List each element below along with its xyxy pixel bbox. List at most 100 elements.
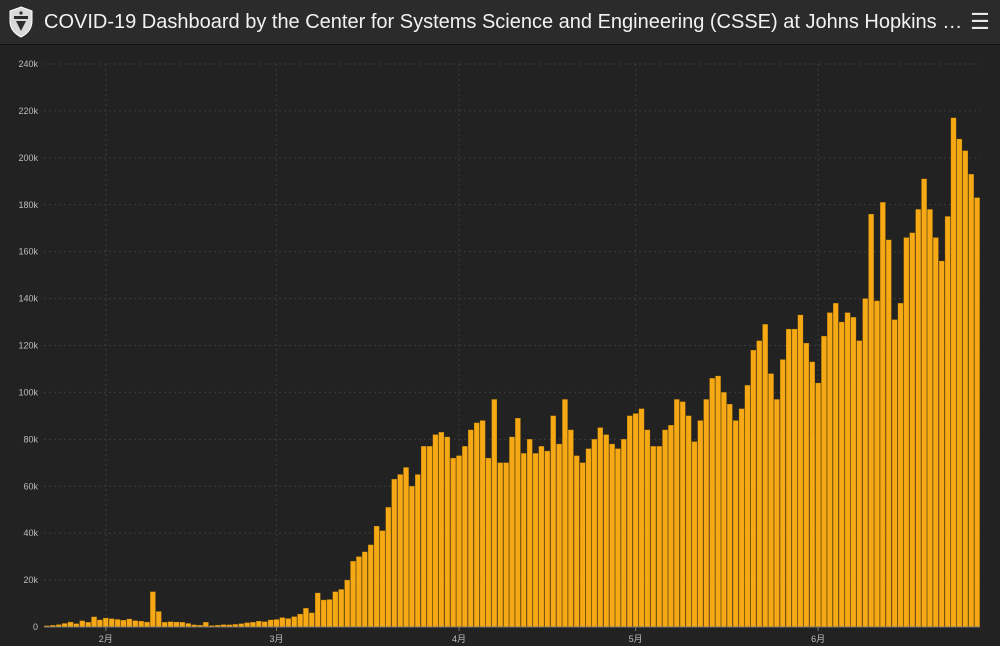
chart-bar[interactable] — [503, 462, 509, 628]
chart-bar[interactable] — [891, 319, 898, 628]
chart-bar[interactable] — [150, 591, 156, 628]
chart-bar[interactable] — [85, 622, 91, 628]
chart-bar[interactable] — [856, 340, 863, 628]
chart-bar[interactable] — [674, 399, 680, 628]
chart-bar[interactable] — [391, 479, 397, 628]
chart-bar[interactable] — [421, 446, 427, 628]
chart-bar[interactable] — [250, 622, 256, 628]
chart-bar[interactable] — [185, 623, 191, 628]
chart-bar[interactable] — [144, 621, 150, 628]
chart-bar[interactable] — [627, 415, 633, 628]
chart-bar[interactable] — [161, 622, 168, 628]
chart-bar[interactable] — [703, 399, 709, 628]
chart-bar[interactable] — [762, 324, 768, 628]
chart-bar[interactable] — [727, 403, 733, 628]
chart-bar[interactable] — [385, 507, 392, 628]
chart-bar[interactable] — [61, 623, 68, 628]
chart-bar[interactable] — [368, 544, 374, 628]
chart-bar[interactable] — [868, 213, 874, 628]
chart-bar[interactable] — [609, 443, 615, 628]
chart-bar[interactable] — [579, 462, 586, 628]
chart-bar[interactable] — [403, 467, 409, 628]
chart-bar[interactable] — [526, 439, 533, 628]
chart-bar[interactable] — [515, 418, 521, 628]
chart-bar[interactable] — [621, 439, 627, 628]
chart-bar[interactable] — [315, 592, 321, 628]
chart-bar[interactable] — [120, 620, 127, 628]
chart-bar[interactable] — [809, 361, 815, 628]
chart-bar[interactable] — [791, 328, 798, 628]
chart-bar[interactable] — [550, 415, 556, 628]
chart-bar[interactable] — [833, 303, 839, 628]
chart-bar[interactable] — [597, 427, 603, 628]
chart-bar[interactable] — [974, 197, 980, 628]
chart-bar[interactable] — [556, 443, 562, 628]
chart-bar[interactable] — [521, 453, 527, 628]
chart-bar[interactable] — [662, 429, 668, 628]
chart-bar[interactable] — [426, 446, 433, 628]
chart-bar[interactable] — [203, 622, 209, 628]
chart-bar[interactable] — [821, 335, 827, 628]
chart-bar[interactable] — [886, 239, 892, 628]
chart-bar[interactable] — [956, 138, 963, 628]
chart-bar[interactable] — [538, 446, 545, 628]
chart-bar[interactable] — [568, 429, 574, 628]
chart-bar[interactable] — [350, 561, 356, 628]
chart-bar[interactable] — [309, 612, 315, 628]
chart-bar[interactable] — [444, 436, 450, 628]
chart-bar[interactable] — [267, 619, 274, 628]
chart-bar[interactable] — [780, 359, 786, 628]
chart-bar[interactable] — [256, 620, 262, 628]
chart-bar[interactable] — [603, 434, 609, 628]
chart-bar[interactable] — [397, 474, 403, 628]
chart-bar[interactable] — [109, 618, 115, 628]
chart-bar[interactable] — [650, 446, 656, 628]
chart-bar[interactable] — [450, 457, 456, 628]
chart-bar[interactable] — [479, 420, 486, 628]
chart-bar[interactable] — [915, 209, 921, 628]
chart-bar[interactable] — [262, 621, 268, 628]
chart-bar[interactable] — [680, 401, 686, 628]
chart-bar[interactable] — [409, 486, 415, 628]
chart-bar[interactable] — [544, 450, 551, 628]
chart-bar[interactable] — [291, 616, 297, 628]
chart-bar[interactable] — [733, 420, 739, 628]
chart-bar[interactable] — [756, 340, 762, 628]
chart-bar[interactable] — [373, 525, 380, 628]
chart-bar[interactable] — [615, 448, 621, 628]
chart-bar[interactable] — [473, 422, 480, 628]
chart-bar[interactable] — [156, 611, 162, 628]
chart-bar[interactable] — [485, 457, 492, 628]
chart-bar[interactable] — [921, 178, 927, 628]
chart-bar[interactable] — [721, 392, 727, 628]
chart-bar[interactable] — [939, 260, 945, 628]
chart-bar[interactable] — [903, 237, 910, 628]
chart-bar[interactable] — [815, 382, 821, 628]
chart-bar[interactable] — [850, 317, 857, 628]
chart-bar[interactable] — [562, 399, 568, 628]
chart-bar[interactable] — [803, 343, 810, 628]
chart-bar[interactable] — [438, 432, 445, 628]
chart-bar[interactable] — [738, 408, 745, 628]
chart-bar[interactable] — [432, 434, 439, 628]
chart-bar[interactable] — [297, 613, 303, 628]
chart-bar[interactable] — [326, 599, 333, 628]
chart-bar[interactable] — [574, 455, 580, 628]
chart-bar[interactable] — [944, 216, 951, 628]
chart-bar[interactable] — [356, 556, 362, 628]
chart-bar[interactable] — [768, 373, 774, 628]
chart-bar[interactable] — [668, 425, 674, 628]
chart-bar[interactable] — [273, 619, 280, 628]
chart-bar[interactable] — [415, 474, 421, 628]
chart-bar[interactable] — [897, 303, 904, 628]
chart-bar[interactable] — [685, 415, 692, 628]
chart-bar[interactable] — [244, 622, 250, 628]
chart-bar[interactable] — [585, 448, 592, 628]
chart-bar[interactable] — [962, 150, 968, 628]
chart-bar[interactable] — [785, 328, 792, 628]
chart-bar[interactable] — [691, 441, 698, 628]
chart-bar[interactable] — [874, 300, 880, 628]
chart-bar[interactable] — [468, 429, 474, 628]
chart-bar[interactable] — [709, 378, 715, 628]
chart-bar[interactable] — [97, 619, 103, 628]
